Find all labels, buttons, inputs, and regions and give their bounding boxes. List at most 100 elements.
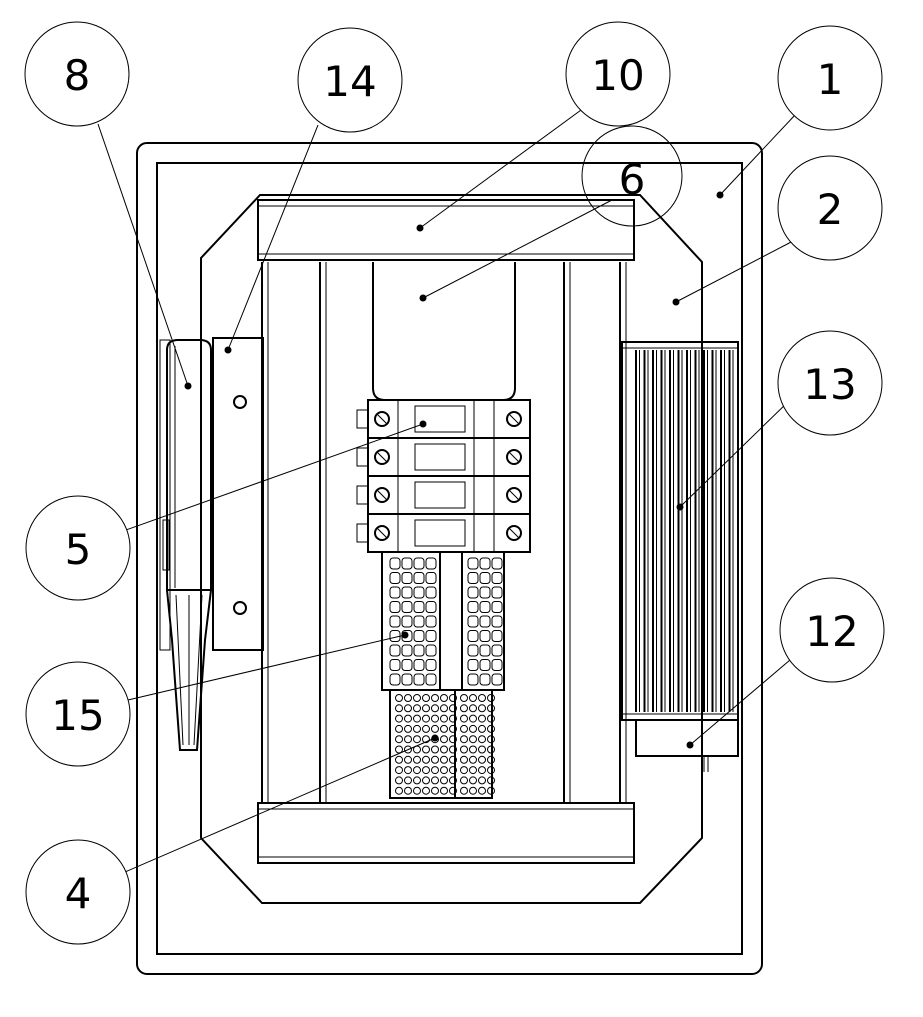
- terminal-screw: [440, 755, 448, 764]
- terminal-slot: [479, 586, 491, 599]
- terminal-screw: [478, 755, 486, 764]
- terminal-screw: [413, 766, 421, 775]
- terminal-block-upper: [381, 551, 505, 691]
- terminal-screw: [440, 786, 448, 795]
- terminal-screw: [422, 704, 430, 713]
- terminal-screw: [487, 776, 495, 785]
- terminal-screw: [460, 735, 468, 744]
- terminal-screw: [431, 755, 439, 764]
- terminal-slot: [479, 615, 491, 628]
- callout-label: 12: [805, 607, 858, 656]
- din-rails: [261, 262, 627, 803]
- terminal-screw: [478, 735, 486, 744]
- terminal-screw: [460, 776, 468, 785]
- callout-14: 14: [297, 27, 403, 133]
- terminal-screw: [431, 704, 439, 713]
- bottom-right-bracket: [635, 719, 739, 772]
- terminal-screw: [449, 714, 457, 723]
- terminal-screw: [413, 704, 421, 713]
- terminal-screw: [440, 735, 448, 744]
- terminal-screw: [413, 776, 421, 785]
- terminal-slot: [491, 557, 503, 570]
- callout-label: 10: [591, 51, 644, 100]
- terminal-slot: [389, 601, 401, 613]
- terminal-screw: [460, 745, 468, 754]
- terminal-screw: [487, 745, 495, 754]
- terminal-screw: [404, 704, 412, 713]
- breaker-module: [356, 399, 531, 439]
- terminal-screw: [395, 714, 403, 723]
- callout-4: 4: [25, 839, 131, 945]
- enclosure-box: [136, 142, 763, 975]
- callout-5: 5: [25, 495, 131, 601]
- terminal-screw: [431, 776, 439, 785]
- terminal-screw: [422, 724, 430, 733]
- terminal-screw: [478, 694, 486, 702]
- terminal-slot: [389, 557, 401, 570]
- callout-label: 15: [51, 691, 104, 740]
- terminal-slot: [413, 572, 425, 584]
- terminal-slot: [425, 586, 437, 599]
- terminal-slot: [467, 630, 479, 642]
- terminal-blocks: [381, 551, 505, 799]
- terminal-screw: [395, 766, 403, 775]
- terminal-screw: [404, 694, 412, 702]
- terminal-screw: [487, 704, 495, 713]
- terminal-screw: [449, 704, 457, 713]
- terminal-slot: [389, 659, 401, 671]
- terminal-screw: [460, 786, 468, 795]
- terminal-screw: [395, 755, 403, 764]
- left-handle-tool: [159, 339, 213, 751]
- callout-1: 1: [777, 25, 883, 131]
- heat-sink-power-supply: [621, 341, 739, 721]
- terminal-screw: [469, 776, 477, 785]
- callout-15: 15: [25, 661, 131, 767]
- terminal-slot: [389, 673, 401, 686]
- wiring-harness-block: [372, 262, 516, 401]
- terminal-slot: [479, 659, 491, 671]
- terminal-screw: [478, 724, 486, 733]
- terminal-slot: [491, 673, 503, 686]
- terminal-slot: [479, 557, 491, 570]
- terminal-slot: [479, 572, 491, 584]
- terminal-screw: [431, 786, 439, 795]
- terminal-slot: [425, 615, 437, 628]
- terminal-screw: [469, 745, 477, 754]
- terminal-slot: [467, 659, 479, 671]
- terminal-slot: [425, 630, 437, 642]
- terminal-slot: [467, 572, 479, 584]
- terminal-screw: [431, 714, 439, 723]
- terminal-screw: [487, 755, 495, 764]
- terminal-screw: [431, 724, 439, 733]
- terminal-screw: [431, 766, 439, 775]
- mounting-plate: [200, 194, 703, 904]
- terminal-screw: [487, 694, 495, 702]
- terminal-screw: [404, 776, 412, 785]
- terminal-slot: [491, 586, 503, 599]
- terminal-screw: [460, 714, 468, 723]
- terminal-slot: [425, 644, 437, 657]
- terminal-slot: [401, 601, 413, 613]
- callout-label: 2: [817, 185, 844, 234]
- terminal-screw: [449, 724, 457, 733]
- terminal-screw: [440, 714, 448, 723]
- terminal-slot: [467, 644, 479, 657]
- terminal-slot: [467, 601, 479, 613]
- terminal-slot: [425, 659, 437, 671]
- terminal-slot: [491, 630, 503, 642]
- terminal-screw: [422, 735, 430, 744]
- terminal-screw: [449, 745, 457, 754]
- terminal-screw: [478, 704, 486, 713]
- leader-dots: [184, 191, 724, 749]
- terminal-slot: [425, 572, 437, 584]
- terminal-screw: [478, 714, 486, 723]
- callout-10: 10: [565, 21, 671, 127]
- terminal-screw: [478, 786, 486, 795]
- terminal-screw: [460, 694, 468, 702]
- terminal-slot: [413, 630, 425, 642]
- terminal-screw: [449, 694, 457, 702]
- left-mounting-bracket: [212, 337, 264, 651]
- terminal-slot: [467, 586, 479, 599]
